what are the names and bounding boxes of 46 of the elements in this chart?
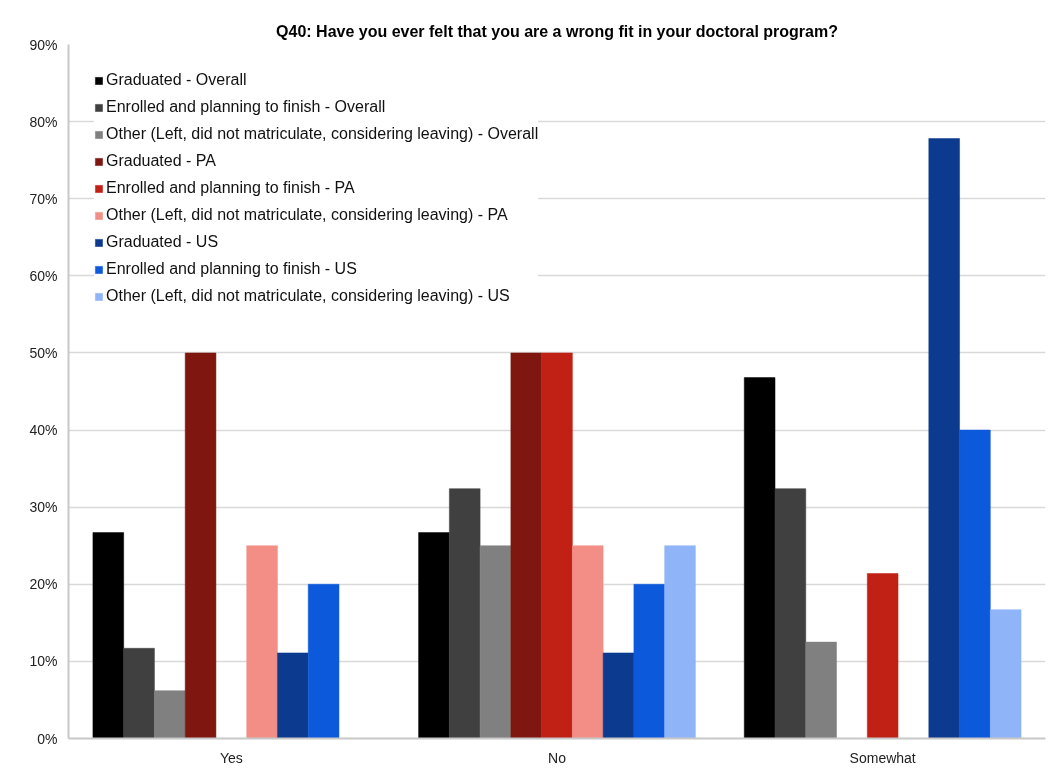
bar <box>928 138 960 739</box>
bar <box>479 545 512 739</box>
legend-label: Enrolled and planning to finish - PA <box>106 178 355 198</box>
chart-title: Q40: Have you ever felt that you are a wrong fit in your doctoral program? <box>276 22 838 40</box>
bar <box>92 532 124 739</box>
y-tick-label: 70% <box>29 190 58 207</box>
bar <box>867 573 899 739</box>
legend-label: Other (Left, did not matriculate, considering leaving) - Overall <box>106 124 539 144</box>
bar <box>449 488 481 739</box>
bar <box>572 545 604 739</box>
bar <box>123 648 155 739</box>
bar <box>744 377 776 739</box>
legend-label: Graduated - Overall <box>106 70 247 90</box>
legend-label: Enrolled and planning to finish - US <box>106 259 357 279</box>
legend-label: Other (Left, did not matriculate, considering leaving) - US <box>106 286 510 306</box>
bar <box>541 352 573 739</box>
x-tick-label: Yes <box>219 749 243 766</box>
y-tick-label: 60% <box>29 267 58 284</box>
bar <box>418 532 450 739</box>
y-tick-label: 80% <box>29 113 58 130</box>
bar <box>664 545 696 739</box>
bar <box>154 690 186 739</box>
bar <box>277 652 309 739</box>
bar <box>959 429 991 739</box>
legend-label: Graduated - US <box>106 232 219 252</box>
bar <box>602 652 635 739</box>
x-tick-label: No <box>548 749 567 766</box>
legend-label: Graduated - PA <box>106 151 216 171</box>
y-tick-label: 90% <box>29 36 58 53</box>
bar <box>184 352 217 739</box>
bar <box>246 545 278 739</box>
bar <box>805 641 837 739</box>
x-tick-label: Somewhat <box>849 749 916 766</box>
legend-label: Other (Left, did not matriculate, considering leaving) - PA <box>106 205 508 225</box>
bar <box>990 609 1022 739</box>
bar <box>510 352 542 739</box>
y-tick-label: 0% <box>37 730 58 747</box>
y-tick-label: 20% <box>29 576 58 593</box>
bar <box>307 584 340 739</box>
legend-label: Enrolled and planning to finish - Overall <box>106 97 386 117</box>
bar <box>774 488 807 739</box>
y-tick-label: 10% <box>29 653 58 670</box>
y-tick-label: 30% <box>29 499 58 516</box>
y-tick-label: 50% <box>29 344 58 361</box>
y-tick-label: 40% <box>29 422 58 439</box>
bar <box>633 584 665 739</box>
